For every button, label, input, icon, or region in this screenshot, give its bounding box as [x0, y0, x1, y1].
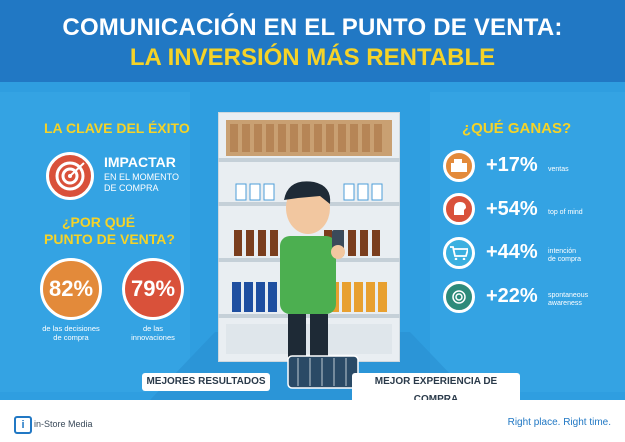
gain-1-label: ventas: [548, 166, 569, 173]
impact-sub-2: DE COMPRA: [104, 183, 159, 193]
why-line-2: PUNTO DE VENTA?: [44, 231, 175, 247]
stat-82-label-2: de compra: [53, 333, 89, 342]
key-heading: LA CLAVE DEL ÉXITO: [44, 120, 190, 136]
header-banner: COMUNICACIÓN EN EL PUNTO DE VENTA: LA IN…: [0, 0, 625, 82]
why-line-1: ¿POR QUÉ: [62, 214, 136, 230]
stat-79-value: 79%: [130, 276, 176, 301]
gain-3-circle: [443, 237, 475, 269]
basket-illustration: [287, 355, 359, 389]
gain-4-label: spontaneous awareness: [548, 292, 588, 308]
title-line-1: COMUNICACIÓN EN EL PUNTO DE VENTA:: [62, 14, 563, 41]
target-icon: [55, 161, 85, 191]
better-results-pill: MEJORES RESULTADOS: [142, 373, 270, 391]
stat-82-value: 82%: [48, 276, 94, 301]
target-circle: [46, 152, 94, 200]
cash-register-icon: [451, 159, 467, 172]
gain-2-circle: [443, 193, 475, 225]
main-panel: LA CLAVE DEL ÉXITO IMPACTAR EN EL MOMENT…: [0, 82, 625, 409]
stat-79-label: de las innovaciones: [112, 324, 194, 342]
tagline: Right place. Right time.: [507, 417, 611, 428]
gain-4-label-2: awareness: [548, 300, 582, 307]
gain-4-label-1: spontaneous: [548, 292, 589, 299]
head-brain-icon: [454, 202, 466, 215]
shelf-illustration: [218, 112, 400, 362]
stat-82-label-1: de las decisiones: [42, 324, 100, 333]
shopping-cart-icon: [450, 246, 468, 260]
impact-sub-1: EN EL MOMENTO: [104, 172, 180, 182]
gain-3-value: +44%: [486, 241, 538, 263]
stat-82-circle: 82%: [40, 258, 102, 320]
gain-3-label-2: de compra: [548, 256, 582, 263]
stat-82-label: de las decisiones de compra: [30, 324, 112, 342]
gains-heading: ¿QUÉ GANAS?: [462, 120, 572, 137]
gain-2-value: +54%: [486, 198, 538, 220]
gain-2-label: top of mind: [548, 209, 583, 216]
brand-logo-icon: i: [14, 416, 32, 434]
gain-3-label-1: intención: [548, 248, 577, 255]
stat-79-circle: 79%: [122, 258, 184, 320]
stat-79-label-2: innovaciones: [131, 333, 175, 342]
fingerprint-icon: [452, 290, 466, 304]
footer: i in-Store Media Right place. Right time…: [0, 400, 625, 442]
gain-4-value: +22%: [486, 285, 538, 307]
gain-3-label: intención de compra: [548, 248, 581, 264]
gain-1-circle: [443, 150, 475, 182]
brand-name: in-Store Media: [34, 419, 93, 429]
gain-4-circle: [443, 281, 475, 313]
gain-1-value: +17%: [486, 154, 538, 176]
stat-79-label-1: de las: [142, 324, 163, 333]
impact-title: IMPACTAR: [104, 154, 176, 170]
title-line-2: LA INVERSIÓN MÁS RENTABLE: [129, 44, 496, 71]
